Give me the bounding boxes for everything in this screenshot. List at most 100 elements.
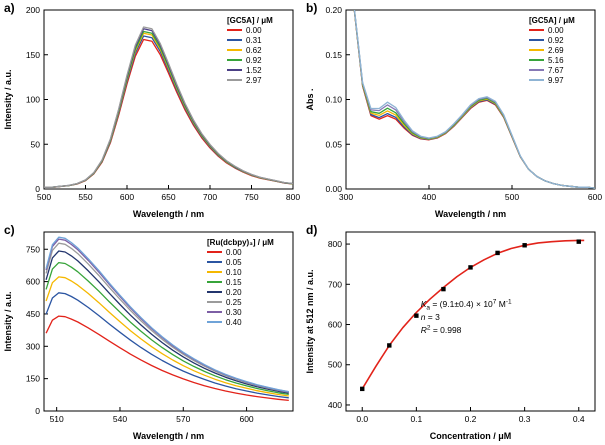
x-tick-label: 600 [239,414,253,424]
x-tick-label: 800 [286,192,300,202]
series-lines [45,236,289,402]
y-tick-label: 150 [26,50,40,60]
panel-b-label: b) [306,1,318,15]
axis-ticks: 510 540 570 600 0 150 300 450 600 750 [26,244,254,424]
series-line-9.97 [353,10,595,189]
data-point [441,286,446,292]
y-tick-label: 700 [328,279,342,289]
panel-c-label: c) [4,223,15,237]
x-tick-label: 540 [113,414,127,424]
series-line-0.25 [45,242,289,393]
legend: [GC5A] / μM0.000.310.620.921.522.97 [227,16,273,85]
legend-label-5.16: 5.16 [548,56,564,65]
legend-label-2.69: 2.69 [548,46,564,55]
x-tick-label: 500 [37,192,51,202]
series-line-2.97 [44,26,293,188]
emission-spectra-ru-chart: 510 540 570 600 0 150 300 450 600 750 Wavelength /… [3,231,294,441]
legend-label-0.31: 0.31 [246,36,262,45]
axes-box [43,231,294,412]
series-lines [353,10,595,189]
x-tick-label: 700 [203,192,217,202]
legend-title: [GC5A] / μM [227,16,273,25]
fit-annotation: Ka​ = (9.1±0.4) × 107​ M-1​n = 3 R2​ = 0.… [421,299,512,336]
series-line-0.00 [45,315,289,402]
axis-ticks: 500 550 600 650 700 750 800 0 50 100 150 200 [26,5,301,202]
series-lines [44,26,293,188]
x-tick-label: 0.4 [573,414,585,424]
x-tick-label: 570 [176,414,190,424]
x-tick-label: 550 [78,192,92,202]
data-point [576,239,581,244]
svg-text:Ka​ = (9.1±0.4) × 107​ M-1​: Ka​ = (9.1±0.4) × 107​ M-1​ [421,299,512,312]
svg-text:R2​ = 0.998: R2​ = 0.998 [421,325,462,336]
panel-d-label: d) [306,223,318,237]
y-axis-title: Abs . [305,88,315,110]
axis-ticks: 0.0 0.1 0.2 0.3 0.4 400 500 600 700 800 [328,239,585,424]
y-tick-label: 0.00 [325,184,342,194]
y-tick-label: 150 [26,374,40,384]
x-tick-label: 750 [244,192,258,202]
x-axis-title: Wavelength / nm [133,209,204,219]
legend-label-0.20: 0.20 [226,288,242,297]
panel-a-label: a) [4,1,15,15]
legend-label-0.92: 0.92 [246,56,262,65]
legend-label-0.10: 0.10 [226,268,242,277]
y-tick-label: 600 [328,320,342,330]
series-line-0.40 [45,236,289,393]
y-tick-label: 750 [26,244,40,254]
y-tick-label: 0.20 [325,5,342,15]
x-axis-title: Wavelength / nm [133,431,204,441]
x-tick-label: 0.1 [410,414,422,424]
panel-b: b) 300 400 500 600 0.00 0.05 0.10 0.15 0.20 Wavel… [302,0,604,222]
legend-label-0.00: 0.00 [246,26,262,35]
x-tick-label: 0.3 [519,414,531,424]
legend-label-0.25: 0.25 [226,298,242,307]
y-tick-label: 0 [35,406,40,416]
data-point [387,343,392,348]
x-axis-title: Wavelength / nm [435,209,506,219]
y-axis-title: Intensity at 512 nm / a.u. [305,269,315,373]
x-tick-label: 600 [588,192,602,202]
svg-text:n = 3: n = 3 [421,312,440,322]
axes-box [345,231,596,412]
x-axis-title: Concentration / μM [430,431,512,441]
series-line-0.10 [45,276,289,397]
series-line-0.20 [45,250,289,394]
legend-title: [GC5A] / μM [529,16,575,25]
legend-label-0.40: 0.40 [226,318,242,327]
legend-label-0.30: 0.30 [226,308,242,317]
legend: [Ru(dcbpy)₃] / μM0.000.050.100.150.200.2… [207,238,274,327]
x-tick-label: 650 [161,192,175,202]
series-line-0.30 [45,238,289,393]
y-tick-label: 0.10 [325,95,342,105]
y-tick-label: 800 [328,239,342,249]
absorption-spectra-chart: 300 400 500 600 0.00 0.05 0.10 0.15 0.20 Waveleng… [305,5,602,219]
x-tick-label: 400 [422,192,436,202]
y-tick-label: 100 [26,95,40,105]
legend-label-0.00: 0.00 [548,26,564,35]
legend-label-9.97: 9.97 [548,76,564,85]
legend-label-1.52: 1.52 [246,66,262,75]
x-tick-label: 500 [505,192,519,202]
y-tick-label: 200 [26,5,40,15]
panel-d: d) 0.0 0.1 0.2 0.3 0.4 400 500 600 700 800 Concent… [302,222,604,444]
data-point [360,386,365,392]
legend-label-0.00: 0.00 [226,248,242,257]
data-point [468,265,473,270]
legend-label-2.97: 2.97 [246,76,262,85]
data-points [360,239,581,392]
data-point [522,243,527,248]
y-tick-label: 600 [26,277,40,287]
x-tick-label: 510 [50,414,64,424]
data-point [495,250,500,256]
x-tick-label: 600 [120,192,134,202]
x-tick-label: 300 [339,192,353,202]
fit-curve [361,239,585,390]
panel-a: a) 500 550 600 650 700 750 800 0 50 100 150 200 Wave… [0,0,302,222]
binding-isotherm-chart: 0.0 0.1 0.2 0.3 0.4 400 500 600 700 800 Concentrat… [305,231,596,441]
legend-label-0.92: 0.92 [548,36,564,45]
y-tick-label: 0.05 [325,139,342,149]
emission-spectra-gc5a-chart: 500 550 600 650 700 750 800 0 50 100 150 200 Wavelen… [3,5,301,219]
x-tick-label: 0.2 [465,414,477,424]
